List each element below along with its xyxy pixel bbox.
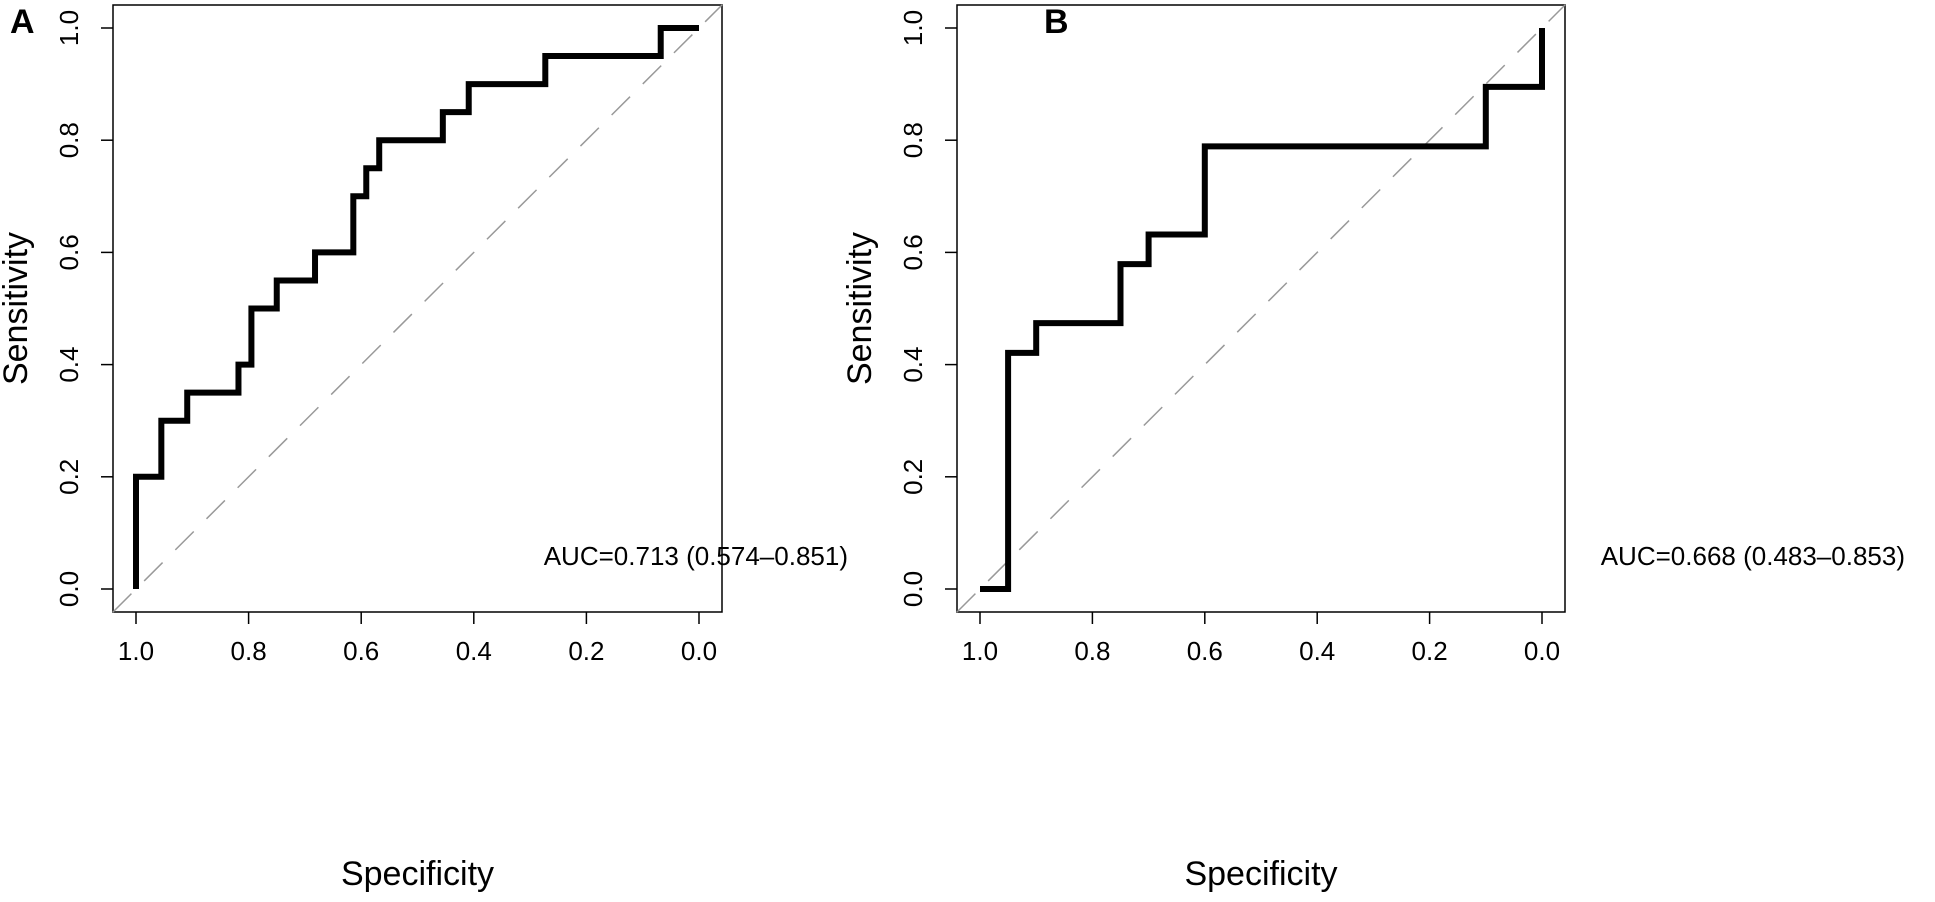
y-tick-label: 1.0 xyxy=(54,10,84,46)
x-tick-label: 0.0 xyxy=(1524,636,1560,666)
auc-annotation: AUC=0.713 (0.574–0.851) xyxy=(544,541,848,571)
y-tick-label: 0.4 xyxy=(54,347,84,383)
plot-frame xyxy=(112,4,723,613)
x-tick-label: 0.8 xyxy=(231,636,267,666)
y-tick-label: 0.0 xyxy=(898,571,928,607)
x-tick-label: 1.0 xyxy=(118,636,154,666)
x-axis-title: Specificity xyxy=(1184,855,1337,893)
x-tick-label: 0.0 xyxy=(681,636,717,666)
y-tick-label: 0.6 xyxy=(898,234,928,270)
plot-frame xyxy=(956,4,1566,613)
auc-annotation: AUC=0.668 (0.483–0.853) xyxy=(1601,541,1905,571)
x-tick-label: 1.0 xyxy=(962,636,998,666)
y-axis: 0.0 0.2 0.4 0.6 0.8 1.0 xyxy=(54,10,113,607)
x-tick-label: 0.2 xyxy=(568,636,604,666)
x-tick-label: 0.4 xyxy=(1299,636,1335,666)
y-tick-label: 0.8 xyxy=(54,122,84,158)
y-tick-label: 0.0 xyxy=(54,571,84,607)
x-axis: 1.0 0.8 0.6 0.4 0.2 0.0 xyxy=(118,612,717,666)
y-axis-title: Sensitivity xyxy=(0,232,35,385)
y-tick-label: 0.8 xyxy=(898,122,928,158)
y-axis: 0.0 0.2 0.4 0.6 0.8 1.0 xyxy=(898,10,957,607)
reference-diagonal-line xyxy=(956,4,1566,613)
y-axis-title: Sensitivity xyxy=(841,232,879,385)
y-tick-label: 0.2 xyxy=(54,459,84,495)
x-axis-title: Specificity xyxy=(341,855,494,893)
y-tick-label: 1.0 xyxy=(898,10,928,46)
y-tick-label: 0.6 xyxy=(54,234,84,270)
x-tick-label: 0.8 xyxy=(1074,636,1110,666)
x-axis: 1.0 0.8 0.6 0.4 0.2 0.0 xyxy=(962,612,1560,666)
x-tick-label: 0.2 xyxy=(1412,636,1448,666)
panel-label-b: B xyxy=(1044,3,1069,41)
panel-a: 1.0 0.8 0.6 0.4 0.2 0.0 0.0 0.2 0.4 0.6 0.8 1.0 Spec… xyxy=(0,4,848,893)
roc-curve-line xyxy=(980,28,1545,592)
reference-diagonal-line xyxy=(112,4,723,613)
y-tick-label: 0.4 xyxy=(898,347,928,383)
panel-label-a: A xyxy=(10,3,35,41)
x-tick-label: 0.4 xyxy=(456,636,492,666)
roc-curve-line xyxy=(133,25,699,589)
panel-b: 1.0 0.8 0.6 0.4 0.2 0.0 0.0 0.2 0.4 0.6 0.8 1.0 Spec… xyxy=(841,4,1905,893)
y-tick-label: 0.2 xyxy=(898,459,928,495)
x-tick-label: 0.6 xyxy=(343,636,379,666)
x-tick-label: 0.6 xyxy=(1187,636,1223,666)
